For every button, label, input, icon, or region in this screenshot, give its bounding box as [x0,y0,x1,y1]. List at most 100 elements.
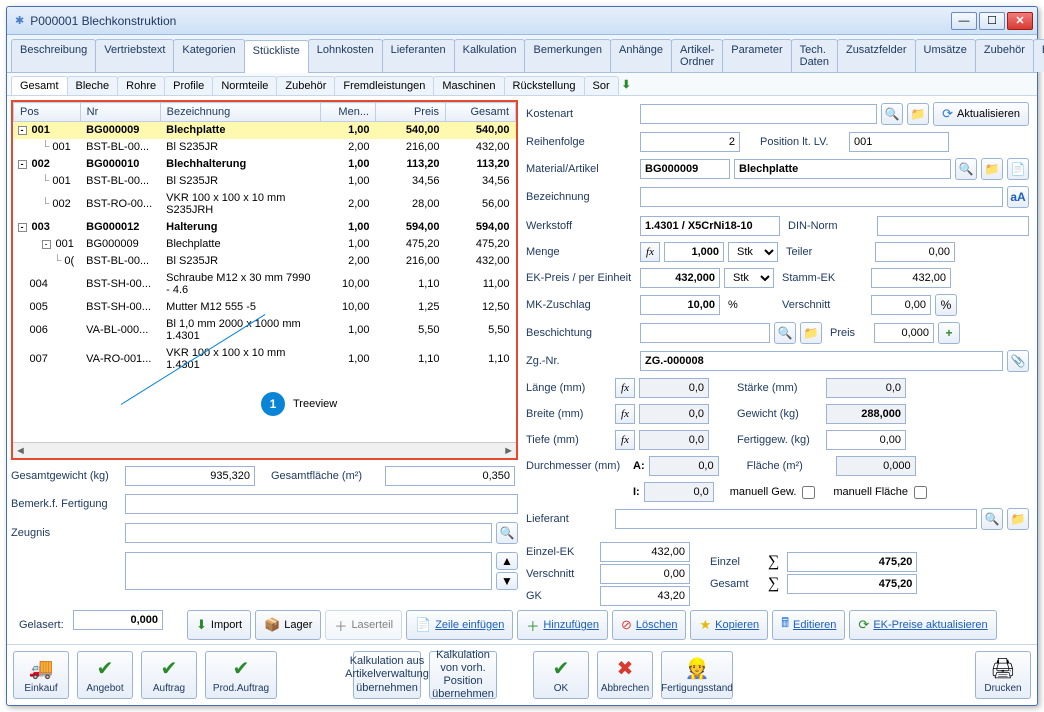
subtab-bleche[interactable]: Bleche [67,76,119,95]
preis-input[interactable] [874,323,934,343]
add-icon[interactable]: + [938,322,960,344]
ok-button[interactable]: ✔OK [533,651,589,699]
subtab-normteile[interactable]: Normteile [212,76,277,95]
einkauf-button[interactable]: 🚚Einkauf [13,651,69,699]
gesamtgewicht-input[interactable] [125,466,255,486]
zgnr-input[interactable] [640,351,1003,371]
tab-bilder[interactable]: Bilder [1033,39,1044,72]
positionlt-input[interactable] [849,132,949,152]
staerke-input[interactable] [826,378,906,398]
attachment-icon[interactable]: 📎 [1007,350,1029,372]
einzelek-input[interactable] [600,542,690,562]
drucken-button[interactable]: 🖨Drucken [975,651,1031,699]
table-row[interactable]: └ 001BST-BL-00...Bl S235JR2,00216,00432,… [14,139,516,156]
material-search-icon[interactable]: 🔍 [955,158,977,180]
manuell-flaeche-checkbox[interactable] [914,486,927,499]
col-header[interactable]: Preis [376,103,446,122]
tab-parameter[interactable]: Parameter [722,39,791,72]
subtab-gesamt[interactable]: Gesamt [11,76,68,95]
tab-anhänge[interactable]: Anhänge [610,39,672,72]
zeugnis-textarea[interactable] [125,552,492,590]
kalk1-button[interactable]: Kalkulation aus Artikelverwaltung überne… [353,651,421,699]
table-row[interactable]: └ 002BST-RO-00...VKR 100 x 100 x 10 mm S… [14,190,516,219]
zeugnis-input[interactable] [125,523,492,543]
subtab-rohre[interactable]: Rohre [117,76,165,95]
loeschen-button[interactable]: ⊘Löschen [612,610,687,640]
tab-zubehör[interactable]: Zubehör [975,39,1034,72]
zeugnis-search-icon[interactable]: 🔍 [496,522,518,544]
fx-menge-icon[interactable]: fx [640,242,660,262]
gesamt-sum-input[interactable] [787,574,917,594]
aktualisieren-button[interactable]: ⟳Aktualisieren [933,102,1029,126]
tab-tech. daten[interactable]: Tech. Daten [791,39,838,72]
material-nr-input[interactable] [640,159,730,179]
werkstoff-input[interactable] [640,216,780,236]
angebot-button[interactable]: ✔Angebot [77,651,133,699]
col-header[interactable]: Men... [321,103,376,122]
gesamtflaeche-input[interactable] [385,466,515,486]
tab-lohnkosten[interactable]: Lohnkosten [308,39,383,72]
tab-lieferanten[interactable]: Lieferanten [382,39,455,72]
folder-icon[interactable]: 📁 [907,103,929,125]
percent-icon[interactable]: % [935,294,957,316]
arrow-down-icon[interactable]: ⬇ [622,78,631,95]
dinnorm-input[interactable] [877,216,1029,236]
col-header[interactable]: Bezeichnung [160,103,320,122]
stammek-input[interactable] [871,268,951,288]
table-row[interactable]: - 003BG000012Halterung1,00594,00594,00 [14,219,516,236]
tab-beschreibung[interactable]: Beschreibung [11,39,96,72]
tab-artikel-ordner[interactable]: Artikel-Ordner [671,39,723,72]
gelasert-input[interactable] [73,610,163,630]
teiler-input[interactable] [875,242,955,262]
editieren-button[interactable]: 🖩Editieren [772,610,845,640]
breite-input[interactable] [639,404,709,424]
tab-zusatzfelder[interactable]: Zusatzfelder [837,39,916,72]
fx-tiefe-icon[interactable]: fx [615,430,635,450]
verschnitt-input[interactable] [871,295,931,315]
col-header[interactable]: Nr [80,103,160,122]
tiefe-input[interactable] [639,430,709,450]
col-header[interactable]: Gesamt [446,103,516,122]
subtab-sor[interactable]: Sor [584,76,619,95]
lieferant-folder-icon[interactable]: 📁 [1007,508,1029,530]
flaeche-input[interactable] [836,456,916,476]
beschichtung-search-icon[interactable]: 🔍 [774,322,796,344]
menge-input[interactable] [664,242,724,262]
gewicht-input[interactable] [826,404,906,424]
verschnitt2-input[interactable] [600,564,690,584]
material-folder-icon[interactable]: 📁 [981,158,1003,180]
ekpreis-input[interactable] [640,268,720,288]
treeview-table[interactable]: PosNrBezeichnungMen...PreisGesamt - 001B… [11,100,518,460]
move-up-icon[interactable]: ▲ [496,552,518,570]
tab-kalkulation[interactable]: Kalkulation [454,39,526,72]
laserteil-button[interactable]: ＋Laserteil [325,610,402,640]
gk-input[interactable] [600,586,690,606]
text-edit-icon[interactable]: aA [1007,186,1029,208]
fx-breite-icon[interactable]: fx [615,404,635,424]
menge-unit-select[interactable]: Stk [728,242,778,262]
material-bez-input[interactable] [734,159,951,179]
import-button[interactable]: ⬇Import [187,610,251,640]
kalk2-button[interactable]: Kalkulation von vorh. Position übernehme… [429,651,497,699]
ekpreise-button[interactable]: ⟳EK-Preise aktualisieren [849,610,996,640]
lager-button[interactable]: 📦Lager [255,610,321,640]
fx-laenge-icon[interactable]: fx [615,378,635,398]
kopieren-button[interactable]: ★Kopieren [690,610,768,640]
tab-umsätze[interactable]: Umsätze [915,39,976,72]
h-scrollbar[interactable]: ◄► [13,442,516,458]
subtab-profile[interactable]: Profile [164,76,213,95]
manuell-gew-checkbox[interactable] [802,486,815,499]
table-row[interactable]: 006VA-BL-000...Bl 1,0 mm 2000 x 1000 mm … [14,316,516,345]
table-row[interactable]: - 001BG000009Blechplatte1,00475,20475,20 [14,236,516,253]
subtab-rückstellung[interactable]: Rückstellung [504,76,585,95]
subtab-maschinen[interactable]: Maschinen [433,76,504,95]
bezeichnung-input[interactable] [640,187,1003,207]
hinzufuegen-button[interactable]: ＋Hinzufügen [517,610,608,640]
mkzuschlag-input[interactable] [640,295,720,315]
zeile-button[interactable]: 📄Zeile einfügen [406,610,513,640]
subtab-zubehör[interactable]: Zubehör [276,76,335,95]
laenge-input[interactable] [639,378,709,398]
prodauftrag-button[interactable]: ✔Prod.Auftrag [205,651,277,699]
durch-i-input[interactable] [644,482,714,502]
col-header[interactable]: Pos [14,103,81,122]
